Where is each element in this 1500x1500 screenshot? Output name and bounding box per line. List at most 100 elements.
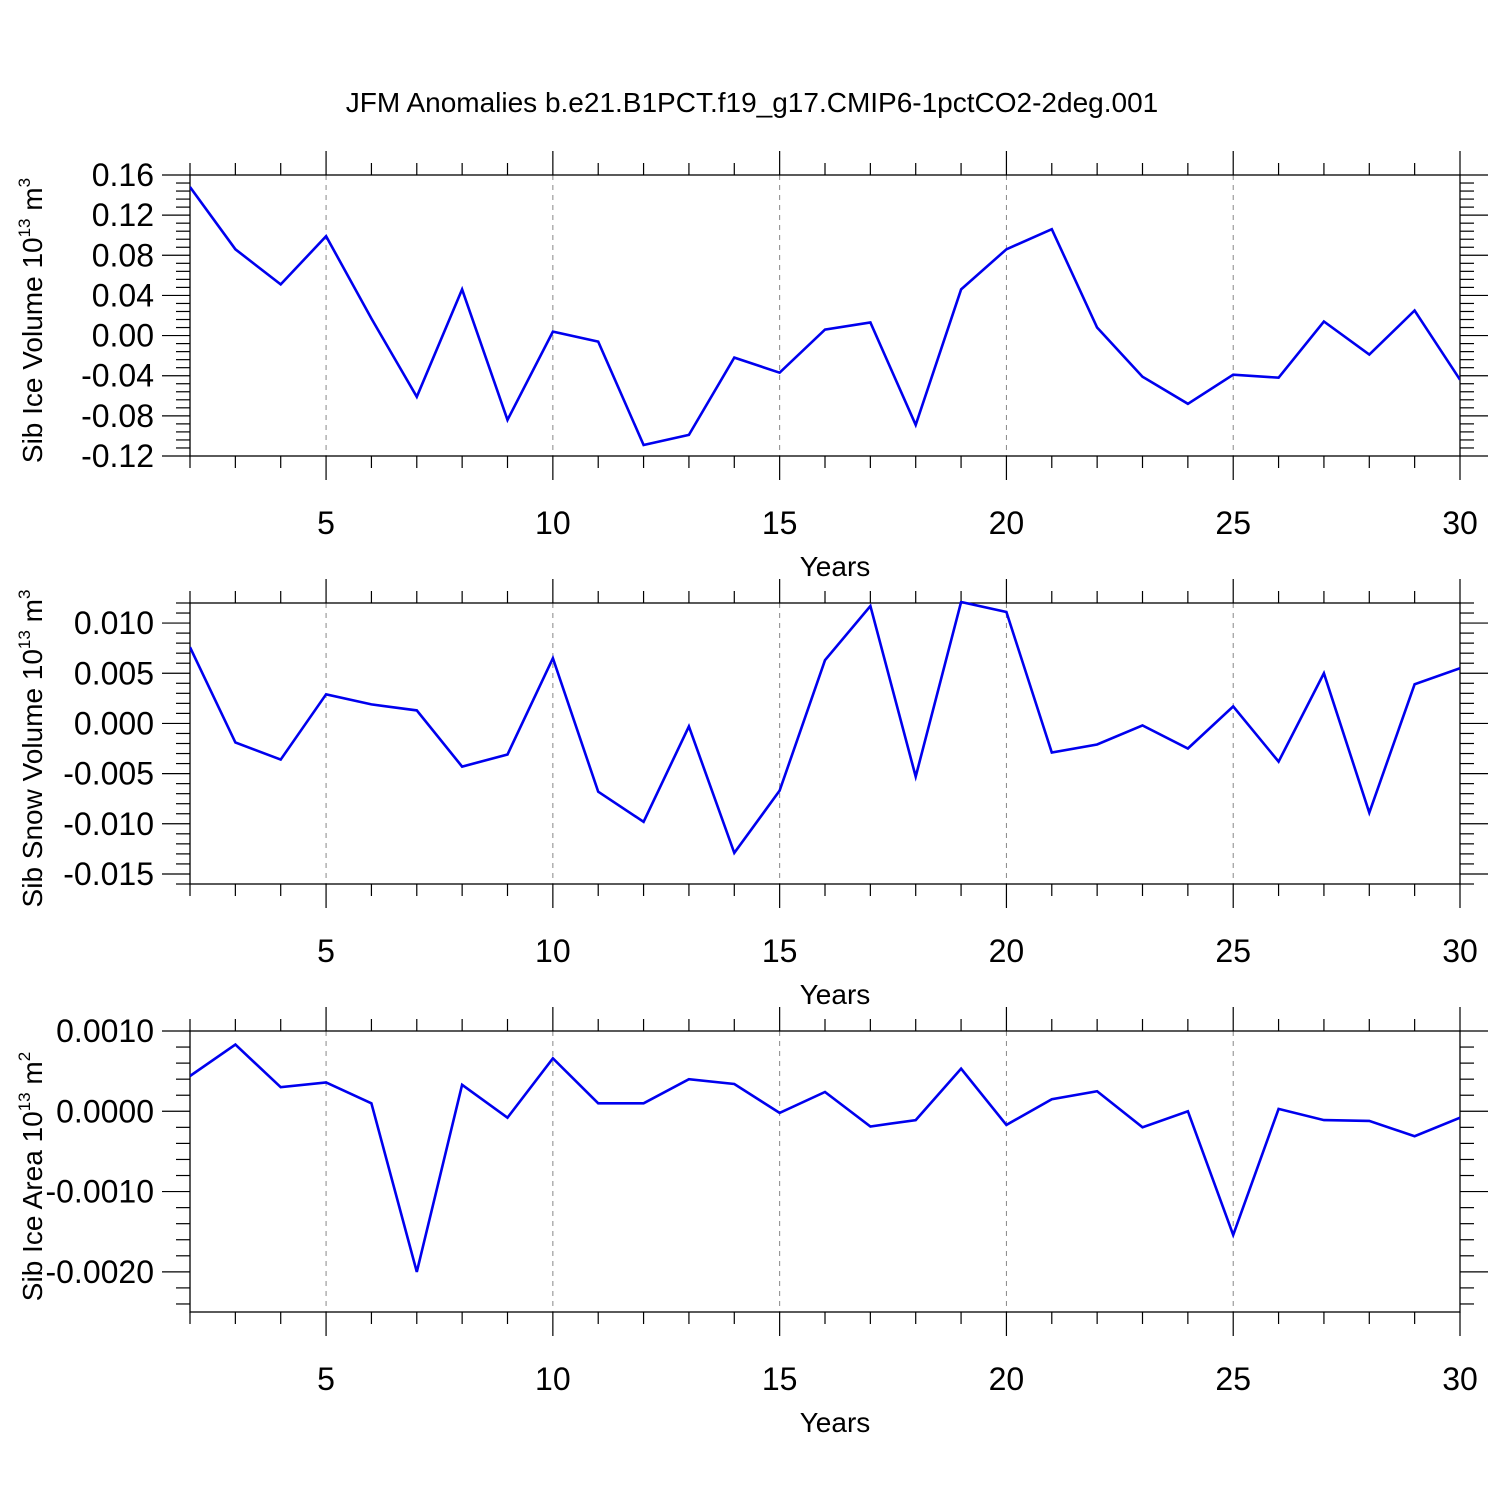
data-point	[460, 1083, 464, 1087]
y-axis-label: Sib Snow Volume 1013 m3	[15, 590, 48, 908]
y-tick-label: -0.08	[81, 398, 154, 434]
panel-2: 0.010 0.005 0.000 -0.005 -0.010 -0.015 5 10 15 20…	[15, 579, 1488, 1010]
y-tick-label: 0.04	[92, 277, 154, 313]
y-axis-label: Sib Ice Area 1013 m2	[15, 1052, 48, 1301]
y-tick-label: -0.010	[63, 806, 154, 842]
data-point	[687, 1077, 691, 1081]
data-point	[778, 1111, 782, 1115]
data-point	[1367, 353, 1371, 357]
data-point	[1186, 747, 1190, 751]
y-tick-label: -0.0020	[45, 1254, 154, 1290]
y-tick-label: -0.04	[81, 358, 154, 394]
data-point	[1413, 682, 1417, 686]
y-tick-label: 0.16	[92, 157, 154, 193]
data-point	[506, 1116, 510, 1120]
data-point	[778, 371, 782, 375]
data-point	[460, 287, 464, 291]
data-point	[914, 1118, 918, 1122]
y-tick-label: 0.005	[74, 655, 154, 691]
x-tick-label: 15	[762, 505, 798, 541]
data-point	[868, 321, 872, 325]
x-tick-label: 20	[989, 505, 1025, 541]
data-point	[868, 1125, 872, 1129]
y-axis-label-unit-exp: 3	[15, 178, 34, 187]
data-point	[233, 1043, 237, 1047]
data-point	[642, 820, 646, 824]
x-tick-label: 5	[317, 1361, 335, 1397]
y-axis-label-unit: m	[17, 599, 48, 630]
x-tick-label: 5	[317, 505, 335, 541]
data-point	[732, 851, 736, 855]
data-point	[687, 724, 691, 728]
data-point	[914, 775, 918, 779]
data-point	[1413, 308, 1417, 312]
y-tick-label: 0.12	[92, 197, 154, 233]
data-point	[1004, 610, 1008, 614]
data-point	[1277, 376, 1281, 380]
x-tick-label: 20	[989, 1361, 1025, 1397]
data-point	[1277, 1107, 1281, 1111]
data-point	[1322, 320, 1326, 324]
y-axis-label-main: Sib Ice Volume 10	[17, 237, 48, 463]
data-point	[914, 423, 918, 427]
data-point	[642, 443, 646, 447]
data-point	[369, 1101, 373, 1105]
data-point	[324, 1080, 328, 1084]
x-tick-label: 5	[317, 933, 335, 969]
data-point	[1367, 811, 1371, 815]
y-axis-label-unit: m	[17, 1061, 48, 1092]
y-tick-label: -0.005	[63, 756, 154, 792]
data-point	[1231, 373, 1235, 377]
data-point	[1186, 1109, 1190, 1113]
plot-frame	[189, 602, 1461, 885]
data-point	[279, 1085, 283, 1089]
data-point	[506, 753, 510, 757]
panel-3: 0.0010 0.0000 -0.0010 -0.0020 5 10 15 20 25 30 Yea…	[15, 1007, 1488, 1438]
data-point	[1141, 375, 1145, 379]
y-tick-label: 0.00	[92, 318, 154, 354]
x-tick-label: 30	[1442, 1361, 1478, 1397]
data-point	[959, 1067, 963, 1071]
panel-1: 0.16 0.12 0.08 0.04 0.00 -0.04 -0.08 -0.12 5 10 15…	[15, 151, 1488, 582]
data-point	[823, 328, 827, 332]
data-point	[732, 356, 736, 360]
data-point	[279, 758, 283, 762]
data-point	[551, 330, 555, 334]
data-point	[1277, 760, 1281, 764]
y-tick-label: -0.015	[63, 856, 154, 892]
x-tick-label: 10	[535, 1361, 571, 1397]
x-tick-label: 15	[762, 1361, 798, 1397]
data-point	[823, 658, 827, 662]
data-point	[460, 765, 464, 769]
x-tick-label: 30	[1442, 505, 1478, 541]
data-point	[1141, 1125, 1145, 1129]
data-point	[1050, 1097, 1054, 1101]
plot-frame	[189, 1030, 1461, 1313]
data-point	[1095, 326, 1099, 330]
data-point	[369, 702, 373, 706]
panels: 0.16 0.12 0.08 0.04 0.00 -0.04 -0.08 -0.12 5 10 15…	[15, 151, 1488, 1438]
data-point	[596, 1101, 600, 1105]
data-point	[506, 418, 510, 422]
data-point	[551, 1056, 555, 1060]
y-tick-label: 0.0010	[56, 1013, 154, 1049]
data-point	[1231, 1233, 1235, 1237]
data-point	[596, 340, 600, 344]
y-tick-label: 0.0000	[56, 1093, 154, 1129]
data-point	[1458, 666, 1462, 670]
x-axis-label: Years	[800, 551, 871, 582]
data-point	[959, 600, 963, 604]
y-tick-label: 0.000	[74, 705, 154, 741]
data-point	[823, 1090, 827, 1094]
data-point	[324, 692, 328, 696]
data-point	[324, 234, 328, 238]
data-point	[415, 1270, 419, 1274]
series-line	[190, 186, 1460, 447]
data-point	[1458, 1116, 1462, 1120]
y-axis-label: Sib Ice Volume 1013 m3	[15, 178, 48, 463]
y-axis-label-main: Sib Snow Volume 10	[17, 649, 48, 907]
data-point	[642, 1101, 646, 1105]
x-axis-label: Years	[800, 1407, 871, 1438]
chart-title: JFM Anomalies b.e21.B1PCT.f19_g17.CMIP6-…	[346, 87, 1158, 118]
x-tick-label: 20	[989, 933, 1025, 969]
